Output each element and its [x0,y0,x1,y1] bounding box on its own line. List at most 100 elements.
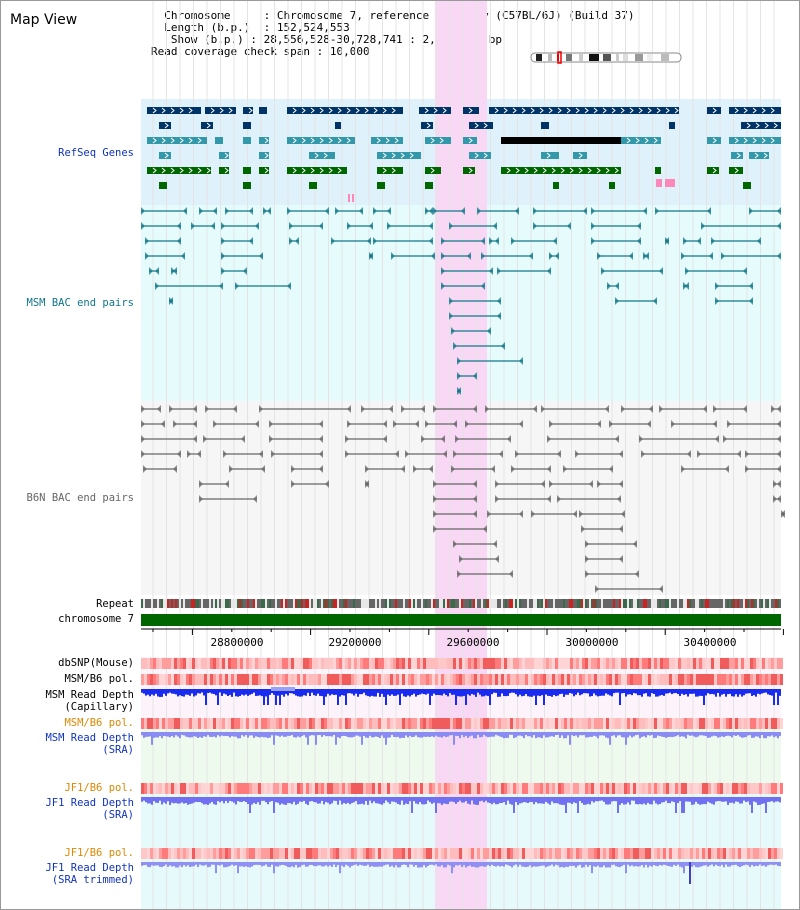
jf1-trim-bar [421,862,423,868]
msm-b6-pol-2-cell [207,718,210,729]
jf1-trim-bar [725,862,727,865]
jf1-depth-bar [679,797,681,802]
msm-b6-pol-cell [222,674,225,685]
repeat-mark [665,599,667,608]
msm-depth-cap-bar [285,689,287,694]
dbsnp-cell [258,658,261,669]
msm-depth-cap-bar [547,689,549,696]
msm-bac-end [655,207,659,215]
jf1-trim-bar [189,862,191,868]
repeat-mark [699,599,701,608]
msm-depth-cap-bar [311,689,313,693]
dbsnp-cell [624,658,627,669]
ideogram-band [623,54,628,61]
gene-block [609,182,615,189]
dbsnp-cell [204,658,207,669]
msm-depth-cap-bar [627,689,629,695]
depth-faint [271,687,295,691]
gene-arrow [755,122,760,129]
gene-arrow [587,167,592,174]
jf1-b6-pol-cell [504,783,507,794]
b6n-bac-end [429,465,433,473]
msm-bac-end [347,222,351,230]
msm-depth-cap-bar [237,689,239,697]
dbsnp-cell [207,658,210,669]
jf1-trim-bar [261,862,263,867]
gene-arrow [394,137,399,144]
jf1-b6-pol-2-cell [465,848,468,859]
jf1-trim-bar [411,862,413,865]
msm-b6-pol-cell [525,674,528,685]
msm-depth-cap-bar [331,689,333,695]
msm-bac-end [645,252,649,260]
jf1-trim-bar [603,862,605,866]
b6n-bac-end [541,480,545,488]
jf1-depth-bar [399,797,401,805]
jf1-b6-pol-cell [267,783,270,794]
jf1-b6-pol-2-cell [375,848,378,859]
msm-depth-sra-bar [777,732,779,739]
msm-depth-cap-bar [559,689,561,695]
msm-b6-pol-2-cell [696,718,699,729]
msm-depth-cap-bar [143,689,145,694]
gene-block [377,167,403,174]
jf1-trim-bar [441,862,443,866]
msm-b6-pol-2-cell [195,718,198,729]
jf1-b6-pol-cell [201,783,204,794]
b6n-bac-end [347,405,351,413]
msm-b6-pol-2-cell [246,718,249,729]
jf1-b6-pol-cell [372,783,375,794]
jf1-trim-bar [427,862,429,867]
b6n-bac-end [727,420,731,428]
repeat-mark [317,599,319,608]
jf1-trim-bar [401,862,403,866]
dbsnp-cell [729,658,732,669]
jf1-depth-bar [771,797,773,802]
jf1-b6-pol-2-cell [480,848,483,859]
jf1-depth-bar [369,797,371,801]
axis-tick-label: 28800000 [211,636,264,649]
jf1-trim-bar [325,862,327,866]
b6n-bac-end [641,450,645,458]
dbsnp-cell [408,658,411,669]
repeat-mark [727,599,729,608]
msm-b6-pol-cell [753,674,756,685]
repeat-mark [457,599,459,608]
msm-bac-end [373,237,377,245]
dbsnp-cell [330,658,333,669]
msm-depth-sra-bar [667,732,669,738]
jf1-b6-pol-cell [261,783,264,794]
repeat-mark [599,599,601,608]
repeat-mark [705,599,707,608]
msm-depth-sra-bar [249,732,251,736]
gene-arrow [530,107,535,114]
msm-b6-pol-cell [675,674,678,685]
jf1-trim-bar [153,862,155,866]
jf1-b6-pol-cell [447,783,450,794]
msm-depth-sra-bar [353,732,355,737]
gene-block [425,167,441,174]
msm-bac-end [181,252,185,260]
jf1-depth-bar [323,797,325,805]
msm-b6-pol-cell [351,674,354,685]
msm-depth-cap-bar [307,689,309,693]
b6n-bac-end [585,540,589,548]
b6n-bac-end [401,405,405,413]
b6n-bac-end [617,495,621,503]
msm-b6-pol-2-cell [525,718,528,729]
msm-depth-sra-bar [599,732,601,736]
gene-block [669,122,675,129]
jf1-trim-bar [185,862,187,867]
msm-b6-pol-cell [264,674,267,685]
msm-depth-cap-bar [191,689,193,694]
msm-bac-end [533,222,537,230]
gene-arrow [224,152,229,159]
jf1-depth-bar [601,797,603,801]
msm-b6-pol-2-cell [678,718,681,729]
repeat-mark [385,599,387,608]
msm-b6-pol-2-cell [489,718,492,729]
msm-b6-pol-2-cell [156,718,159,729]
dbsnp-cell [393,658,396,669]
jf1-trim-bar [609,862,611,868]
